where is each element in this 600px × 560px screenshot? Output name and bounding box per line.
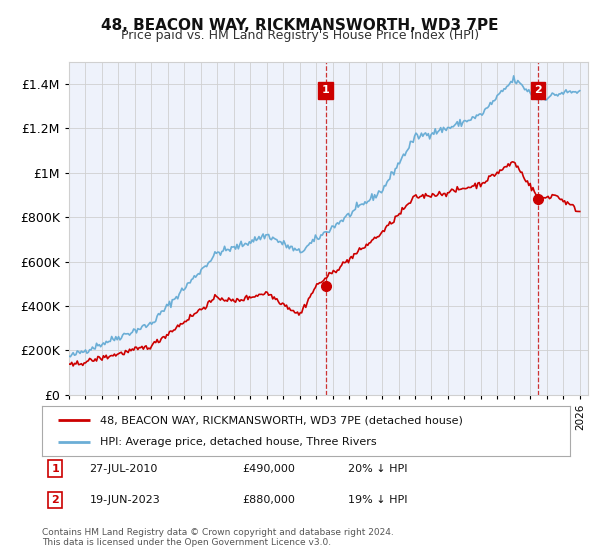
Text: 1: 1 (52, 464, 59, 474)
Text: HPI: Average price, detached house, Three Rivers: HPI: Average price, detached house, Thre… (100, 437, 377, 447)
Text: Contains HM Land Registry data © Crown copyright and database right 2024.
This d: Contains HM Land Registry data © Crown c… (42, 528, 394, 547)
Text: 27-JUL-2010: 27-JUL-2010 (89, 464, 158, 474)
Text: 19-JUN-2023: 19-JUN-2023 (89, 495, 160, 505)
Text: 2: 2 (534, 86, 542, 95)
Text: Price paid vs. HM Land Registry's House Price Index (HPI): Price paid vs. HM Land Registry's House … (121, 29, 479, 42)
Text: 19% ↓ HPI: 19% ↓ HPI (348, 495, 408, 505)
Text: £880,000: £880,000 (242, 495, 296, 505)
Text: £490,000: £490,000 (242, 464, 296, 474)
Text: 48, BEACON WAY, RICKMANSWORTH, WD3 7PE: 48, BEACON WAY, RICKMANSWORTH, WD3 7PE (101, 18, 499, 33)
Text: 1: 1 (322, 86, 329, 95)
Text: 2: 2 (52, 495, 59, 505)
Text: 48, BEACON WAY, RICKMANSWORTH, WD3 7PE (detached house): 48, BEACON WAY, RICKMANSWORTH, WD3 7PE (… (100, 415, 463, 425)
Text: 20% ↓ HPI: 20% ↓ HPI (348, 464, 408, 474)
